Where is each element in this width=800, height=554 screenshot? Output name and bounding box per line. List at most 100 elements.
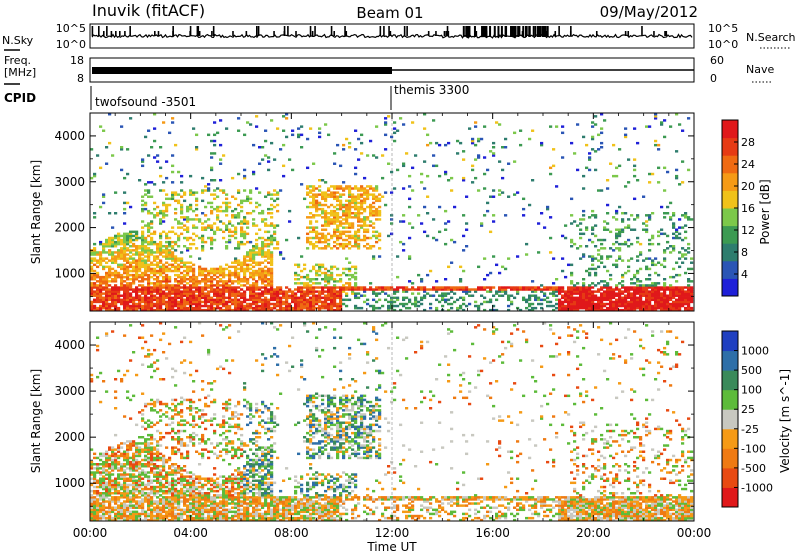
heatmap-cell [123,373,127,377]
heatmap-cell [156,255,160,258]
heatmap-cell [279,251,283,254]
heatmap-cell [474,176,478,180]
heatmap-cell [273,247,277,250]
heatmap-cell [207,296,211,300]
heatmap-cell [171,257,175,260]
heatmap-cell [369,245,373,248]
heatmap-cell [102,242,106,246]
heatmap-cell [129,238,133,242]
heatmap-cell [192,282,196,285]
heatmap-cell [585,300,589,304]
heatmap-cell [111,460,115,464]
heatmap-cell [669,288,673,291]
heatmap-cell [648,304,652,308]
heatmap-cell [120,469,124,472]
heatmap-cell [219,158,223,161]
heatmap-cell [639,300,643,304]
heatmap-cell [279,304,283,308]
heatmap-cell [384,121,388,124]
heatmap-cell [90,502,94,505]
heatmap-cell [660,300,664,304]
heatmap-cell [156,278,160,281]
heatmap-cell [228,308,232,312]
heatmap-cell [240,308,244,312]
heatmap-cell [294,304,298,308]
heatmap-cell [324,218,328,221]
heatmap-cell [615,288,619,291]
heatmap-cell [333,278,337,281]
heatmap-cell [120,483,124,487]
heatmap-cell [108,302,112,306]
heatmap-cell [657,230,661,234]
heatmap-cell [339,220,343,223]
heatmap-cell [207,218,211,221]
heatmap-cell [615,308,619,312]
heatmap-cell [138,502,142,505]
heatmap-cell [264,222,268,225]
heatmap-cell [354,195,358,198]
heatmap-cell [501,168,505,172]
heatmap-cell [222,280,226,283]
heatmap-cell [177,280,181,283]
heatmap-cell [462,158,466,161]
heatmap-cell [213,300,217,304]
heatmap-cell [327,216,331,219]
heatmap-cell [357,236,361,240]
heatmap-cell [561,300,565,304]
heatmap-cell [333,245,337,248]
heatmap-cell [636,271,640,275]
heatmap-cell [267,304,271,308]
heatmap-cell [657,288,661,291]
heatmap-cell [336,304,340,308]
heatmap-cell [570,271,574,275]
heatmap-cell [663,284,667,287]
heatmap-cell [243,232,247,236]
heatmap-cell [645,292,649,295]
heatmap-cell [168,253,172,256]
heatmap-cell [333,230,337,234]
heatmap-cell [561,234,565,238]
heatmap-cell [561,302,565,306]
heatmap-cell [243,234,247,238]
heatmap-cell [369,205,373,209]
heatmap-cell [102,302,106,306]
heatmap-cell [159,280,163,283]
heatmap-cell [108,471,112,474]
heatmap-cell [102,245,106,248]
heatmap-cell [651,292,655,295]
heatmap-cell [300,288,304,291]
heatmap-cell [372,257,376,260]
heatmap-cell [174,284,178,287]
heatmap-cell [534,296,538,300]
heatmap-cell [564,236,568,240]
heatmap-cell [558,288,562,291]
heatmap-cell [609,247,613,250]
heatmap-cell [336,247,340,250]
noise-ytick-left-bottom: 10^0 [56,38,86,51]
heatmap-cell [279,189,283,192]
heatmap-cell [645,294,649,297]
heatmap-cell [681,253,685,256]
heatmap-cell [636,179,640,182]
heatmap-cell [135,485,139,489]
heatmap-cell [600,292,604,295]
heatmap-cell [666,300,670,304]
heatmap-cell [378,255,382,258]
heatmap-cell [147,251,151,254]
heatmap-cell [408,306,412,310]
heatmap-cell [576,298,580,302]
heatmap-cell [126,504,130,507]
heatmap-cell [447,141,451,145]
heatmap-cell [138,255,142,258]
heatmap-cell [513,288,517,291]
heatmap-cell [186,269,190,273]
heatmap-cell [162,245,166,248]
heatmap-cell [252,218,256,221]
heatmap-cell [453,286,457,289]
heatmap-cell [183,304,187,308]
heatmap-cell [96,504,100,507]
heatmap-cell [315,220,319,223]
heatmap-cell [123,265,127,269]
heatmap-cell [210,236,214,240]
heatmap-cell [237,242,241,246]
